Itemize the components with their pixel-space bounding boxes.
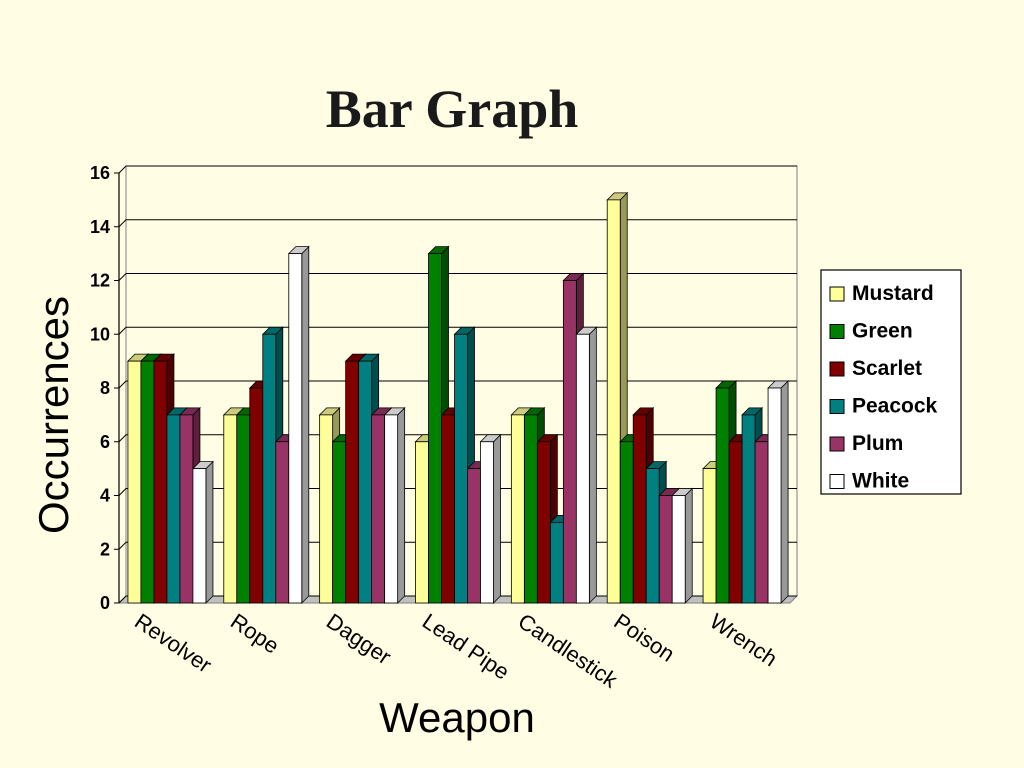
- y-tick-label: 10: [90, 324, 110, 344]
- x-tick-label: Wrench: [705, 608, 781, 671]
- bar-group-wrench: [702, 380, 790, 604]
- bar: [287, 245, 310, 604]
- legend-swatch: [829, 474, 845, 489]
- x-tick-label: Candlestick: [514, 608, 623, 693]
- legend-swatch: [829, 361, 845, 377]
- legend-label: Peacock: [852, 395, 938, 418]
- legend-label: Mustard: [852, 282, 934, 305]
- gridline: [118, 219, 797, 228]
- x-tick-label: Lead Pipe: [418, 608, 514, 684]
- legend-swatch: [829, 399, 845, 414]
- legend-item: Plum: [829, 432, 903, 455]
- legend-item: Peacock: [829, 395, 938, 418]
- legend-swatch: [829, 436, 845, 452]
- y-axis-ticks: 0 2 4 6 8 10 12 14 16: [90, 163, 119, 613]
- bar: [357, 353, 380, 604]
- bar-group-poison: [606, 191, 694, 604]
- bar: [383, 406, 406, 604]
- x-tick-label: Revolver: [130, 608, 216, 677]
- bar: [767, 380, 790, 604]
- y-axis-title: Occurrences: [30, 296, 77, 534]
- legend-label: Scarlet: [852, 357, 922, 380]
- y-tick-label: 12: [90, 271, 110, 291]
- legend-box: [820, 269, 962, 495]
- x-tick-label: Dagger: [322, 608, 396, 669]
- legend: Mustard Green Scarlet Peacock Plum White: [820, 269, 962, 495]
- legend-swatch: [829, 324, 845, 339]
- x-tick-label: Poison: [609, 608, 679, 666]
- y-tick-label: 16: [90, 163, 110, 183]
- bar: [575, 326, 598, 604]
- x-tick-label: Rope: [226, 608, 284, 658]
- legend-item: Green: [829, 320, 913, 343]
- legend-item: Mustard: [829, 282, 934, 305]
- bar: [191, 460, 214, 604]
- legend-swatch: [829, 286, 845, 302]
- bar-group-rope: [222, 245, 310, 604]
- y-tick-label: 8: [100, 378, 110, 398]
- x-axis-title: Weapon: [379, 694, 535, 741]
- bar: [671, 487, 694, 604]
- gridline: [118, 165, 797, 174]
- legend-label: Green: [852, 320, 913, 343]
- bar-group-candlestick: [510, 272, 598, 604]
- bar-group-lead-pipe: [414, 245, 502, 604]
- legend-label: White: [852, 470, 909, 493]
- y-tick-label: 14: [90, 217, 110, 237]
- bar-group-dagger: [318, 353, 406, 604]
- legend-label: Plum: [852, 432, 903, 455]
- x-axis-ticks: Revolver Rope Dagger Lead Pipe CandlestickPo…: [130, 608, 782, 693]
- bar: [479, 433, 502, 604]
- chart-title: Bar Graph: [325, 79, 579, 139]
- legend-item: White: [829, 470, 909, 493]
- bars: [126, 191, 790, 604]
- y-tick-label: 0: [100, 593, 110, 613]
- legend-item: Scarlet: [829, 357, 922, 380]
- bar-group-revolver: [126, 353, 214, 604]
- y-tick-label: 4: [100, 486, 110, 506]
- y-tick-label: 6: [100, 432, 110, 452]
- y-tick-label: 2: [100, 539, 110, 559]
